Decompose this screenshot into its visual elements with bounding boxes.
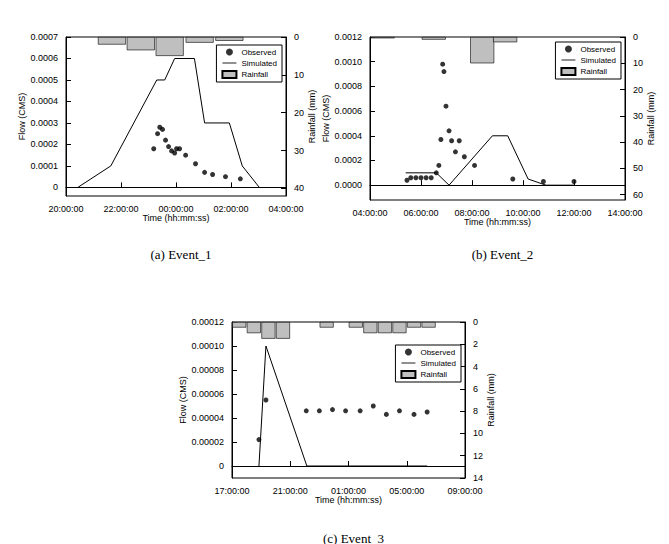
svg-text:Simulated: Simulated xyxy=(241,59,277,68)
svg-text:09:00:00: 09:00:00 xyxy=(447,486,482,496)
svg-text:12:00:00: 12:00:00 xyxy=(556,208,591,218)
svg-text:0: 0 xyxy=(219,461,224,471)
svg-text:0.0007: 0.0007 xyxy=(30,32,58,42)
svg-text:0.00006: 0.00006 xyxy=(191,389,224,399)
svg-text:04:00:00: 04:00:00 xyxy=(352,208,387,218)
svg-text:0.0012: 0.0012 xyxy=(334,32,362,42)
svg-text:6: 6 xyxy=(473,384,478,394)
svg-text:8: 8 xyxy=(473,406,478,416)
svg-text:30: 30 xyxy=(294,146,304,156)
svg-text:Rainfall (mm): Rainfall (mm) xyxy=(486,373,496,427)
svg-text:40: 40 xyxy=(294,183,304,193)
svg-text:Time (hh:mm:ss): Time (hh:mm:ss) xyxy=(464,217,531,227)
svg-text:21:00:00: 21:00:00 xyxy=(273,486,308,496)
svg-text:0.0006: 0.0006 xyxy=(334,106,362,116)
svg-text:0.0001: 0.0001 xyxy=(30,161,58,171)
svg-text:30: 30 xyxy=(633,111,643,121)
svg-text:08:00:00: 08:00:00 xyxy=(454,208,489,218)
svg-text:Observed: Observed xyxy=(241,48,276,57)
svg-text:0.00010: 0.00010 xyxy=(191,341,224,351)
svg-text:06:00:00: 06:00:00 xyxy=(403,208,438,218)
svg-text:05:00:00: 05:00:00 xyxy=(389,486,424,496)
svg-text:0.00004: 0.00004 xyxy=(191,413,224,423)
svg-text:20: 20 xyxy=(294,108,304,118)
svg-text:Rainfall: Rainfall xyxy=(241,70,268,79)
svg-text:22:00:00: 22:00:00 xyxy=(103,204,138,214)
svg-text:20: 20 xyxy=(633,85,643,95)
svg-text:Time (hh:mm:ss): Time (hh:mm:ss) xyxy=(142,213,209,223)
svg-text:17:00:00: 17:00:00 xyxy=(214,486,249,496)
svg-text:(a) Event_1: (a) Event_1 xyxy=(150,247,211,262)
svg-text:Rainfall: Rainfall xyxy=(580,67,607,76)
svg-text:10:00:00: 10:00:00 xyxy=(505,208,540,218)
svg-text:Simulated: Simulated xyxy=(580,56,616,65)
svg-text:0.00012: 0.00012 xyxy=(191,317,224,327)
svg-text:0.0005: 0.0005 xyxy=(30,75,58,85)
svg-text:Rainfall (mm): Rainfall (mm) xyxy=(307,90,317,144)
svg-text:01:00:00: 01:00:00 xyxy=(331,486,366,496)
svg-text:Observed: Observed xyxy=(580,45,615,54)
svg-text:0: 0 xyxy=(294,32,299,42)
svg-text:10: 10 xyxy=(473,428,483,438)
svg-text:0.0002: 0.0002 xyxy=(334,155,362,165)
svg-text:Rainfall: Rainfall xyxy=(420,370,447,379)
svg-text:0.0006: 0.0006 xyxy=(30,53,58,63)
svg-text:40: 40 xyxy=(633,137,643,147)
svg-text:10: 10 xyxy=(294,70,304,80)
svg-text:0.00002: 0.00002 xyxy=(191,437,224,447)
svg-text:0.0004: 0.0004 xyxy=(30,96,58,106)
svg-text:0.0008: 0.0008 xyxy=(334,81,362,91)
svg-text:0.00008: 0.00008 xyxy=(191,365,224,375)
svg-text:2: 2 xyxy=(473,339,478,349)
svg-text:Time (hh:mm:ss): Time (hh:mm:ss) xyxy=(315,495,382,505)
svg-text:0.0010: 0.0010 xyxy=(334,57,362,67)
svg-text:(b) Event_2: (b) Event_2 xyxy=(472,247,534,262)
svg-text:Flow (CMS): Flow (CMS) xyxy=(321,95,331,143)
svg-text:0.0000: 0.0000 xyxy=(334,180,362,190)
svg-text:60: 60 xyxy=(633,190,643,200)
svg-text:00:00:00: 00:00:00 xyxy=(158,204,193,214)
svg-text:0: 0 xyxy=(633,32,638,42)
svg-text:14:00:00: 14:00:00 xyxy=(607,208,642,218)
svg-text:20:00:00: 20:00:00 xyxy=(48,204,83,214)
svg-text:10: 10 xyxy=(633,58,643,68)
svg-text:Observed: Observed xyxy=(420,348,455,357)
svg-text:50: 50 xyxy=(633,163,643,173)
svg-text:0.0004: 0.0004 xyxy=(334,131,362,141)
svg-text:Rainfall (mm): Rainfall (mm) xyxy=(646,92,656,146)
svg-text:0.0003: 0.0003 xyxy=(30,118,58,128)
svg-text:12: 12 xyxy=(473,451,483,461)
svg-text:0: 0 xyxy=(53,182,58,192)
svg-text:0.0002: 0.0002 xyxy=(30,139,58,149)
svg-text:Flow (CMS): Flow (CMS) xyxy=(17,93,27,141)
svg-text:04:00:00: 04:00:00 xyxy=(268,204,303,214)
svg-text:02:00:00: 02:00:00 xyxy=(213,204,248,214)
svg-text:4: 4 xyxy=(473,362,478,372)
svg-text:Simulated: Simulated xyxy=(420,359,456,368)
svg-text:14: 14 xyxy=(473,473,483,483)
svg-text:Flow (CMS): Flow (CMS) xyxy=(178,376,188,424)
svg-text:0: 0 xyxy=(473,317,478,327)
svg-text:(c) Event_3: (c) Event_3 xyxy=(323,531,384,544)
